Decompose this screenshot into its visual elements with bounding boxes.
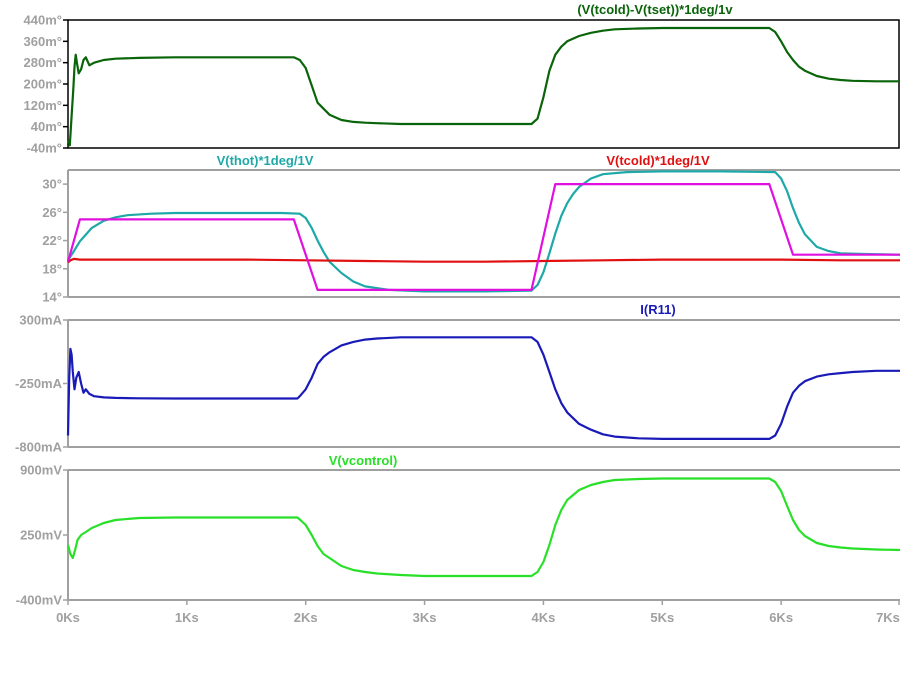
pane-frame [67,19,900,149]
y-tick-label: 22° [42,233,62,248]
x-tick-label: 0Ks [56,610,80,625]
y-tick-label: 40m° [31,119,62,134]
series-line [67,170,900,293]
y-tick-label: -40m° [26,141,62,156]
series-line [67,257,900,264]
series-label: V(thot)*1deg/1V [217,153,314,168]
y-tick-label: 300mA [19,313,62,328]
series-line [66,336,900,440]
y-tick-label: 250mV [20,528,62,543]
y-tick-label: -800mA [15,440,63,455]
series-label: I(R11) [640,302,675,317]
x-tick-label: 6Ks [769,610,793,625]
x-tick-label: 5Ks [650,610,674,625]
series-line [66,477,900,578]
x-tick-label: 2Ks [294,610,318,625]
pane-4: 900mV 250mV -400mV 0Ks 1Ks 2Ks 3Ks 4Ks 5Ks 6Ks 7Ks… [16,453,900,625]
pane-1: 440m° 360m° 280m° 200m° 120m° 40m° -40m° (V(tco… [24,2,900,156]
y-tick-label: 30° [42,177,62,192]
y-tick-label: 26° [42,205,62,220]
y-tick-label: -400mV [16,593,63,608]
y-tick-label: 200m° [24,77,62,92]
series-label: V(tcold)*1deg/1V [606,153,710,168]
series-line [66,183,900,291]
x-tick-label: 4Ks [531,610,555,625]
y-tick-label: 280m° [24,55,62,70]
x-tick-label: 7Ks [876,610,900,625]
pane-2: 30° 26° 22° 18° 14° V(thot)*1deg/1V V(tcold)*1… [42,153,900,305]
y-tick-label: -250mA [15,376,63,391]
y-tick-label: 14° [42,290,62,305]
y-tick-label: 18° [42,261,62,276]
y-tick-label: 360m° [24,34,62,49]
x-tick-label: 1Ks [175,610,199,625]
y-tick-label: 440m° [24,13,62,28]
series-label: (V(tcold)-V(tset))*1deg/1v [577,2,733,17]
y-tick-label: 900mV [20,463,62,478]
series-label: V(vcontrol) [329,453,398,468]
y-tick-label: 120m° [24,98,62,113]
pane-3: 300mA -250mA -800mA I(R11) [15,302,900,455]
series-line [66,26,900,147]
x-tick-label: 3Ks [413,610,437,625]
